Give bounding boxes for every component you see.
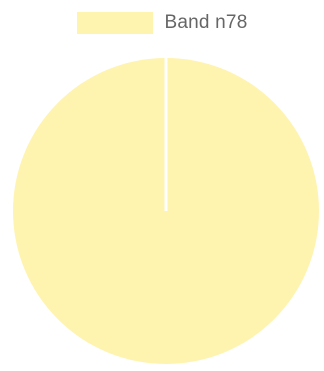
legend-label: Band n78 [164,12,248,33]
legend-swatch [76,12,153,34]
legend[interactable]: Band n78 [0,8,324,38]
